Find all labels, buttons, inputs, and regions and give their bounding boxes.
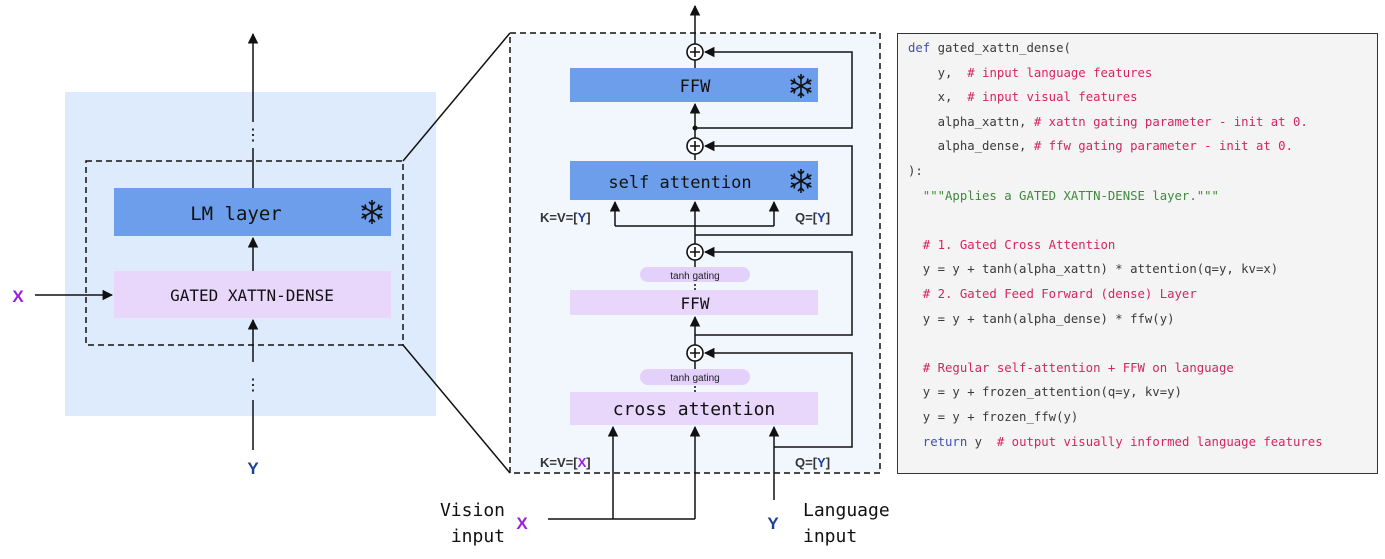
code-line: y = y + tanh(alpha_dense) * ffw(y)	[908, 312, 1175, 326]
code-token: gated_xattn_dense(	[937, 41, 1071, 55]
self-attention-q-label: Q=[Y]	[795, 210, 830, 225]
plus-circle-icon	[686, 344, 704, 362]
ffw-frozen-block	[570, 68, 818, 102]
code-token: y = y + frozen_ffw(y)	[908, 410, 1079, 424]
code-token: y = y + frozen_attention(q=y, kv=y)	[908, 385, 1182, 400]
y-label: Y	[247, 459, 259, 478]
code-token: y	[974, 434, 997, 449]
residual-cross-attention	[703, 347, 853, 448]
gated-xattn-dense-block	[114, 271, 391, 318]
code-token: ):	[908, 164, 923, 178]
zoom-line	[402, 32, 511, 162]
x-label: X	[516, 514, 528, 533]
code-token: # input visual features	[967, 90, 1138, 105]
code-line: return y # output visually informed lang…	[908, 435, 1323, 449]
self-attention-block	[570, 161, 818, 200]
cross-attention-q-label: Q=[Y]	[795, 455, 830, 470]
code-token: alpha_xattn,	[908, 114, 1034, 129]
residual-ffw-gated	[695, 246, 853, 336]
code-token: # Regular self-attention + FFW on langua…	[908, 360, 1234, 375]
junction-dot	[692, 125, 698, 131]
code-line: def gated_xattn_dense(	[908, 41, 1071, 55]
ffw-gated-block	[570, 290, 818, 315]
code-line: """Applies a GATED XATTN-DENSE layer."""	[908, 189, 1219, 203]
lm-stack-background	[65, 92, 436, 416]
language-input-label: Language	[803, 500, 890, 521]
code-line: alpha_dense, # ffw gating parameter - in…	[908, 139, 1293, 153]
code-block: def gated_xattn_dense( y, # input langua…	[897, 33, 1378, 474]
code-token: # input language features	[967, 65, 1153, 80]
code-token: """Applies a GATED XATTN-DENSE layer."""	[908, 188, 1219, 203]
residual-ffw	[695, 46, 853, 129]
tanh-gating-label: tanh gating	[670, 271, 720, 282]
ffw-gated-label: FFW	[681, 294, 710, 313]
vision-input-label: input	[451, 526, 505, 547]
cross-attention-label: cross attention	[613, 399, 776, 420]
code-line: y = y + tanh(alpha_xattn) * attention(q=…	[908, 262, 1278, 276]
code-token: # 1. Gated Cross Attention	[908, 237, 1116, 252]
code-line: y = y + frozen_ffw(y)	[908, 410, 1078, 424]
code-line: # 2. Gated Feed Forward (dense) Layer	[908, 287, 1197, 301]
code-line: ):	[908, 164, 923, 178]
code-line: alpha_xattn, # xattn gating parameter - …	[908, 115, 1308, 129]
plus-circle-icon	[686, 243, 704, 261]
ffw-frozen-label: FFW	[680, 77, 711, 97]
y-label: Y	[767, 514, 779, 533]
lm-layer-label: LM layer	[190, 203, 282, 225]
zoom-line	[402, 344, 511, 474]
code-token: y,	[908, 65, 968, 80]
code-token: y = y + tanh(alpha_xattn) * attention(q=…	[908, 262, 1279, 277]
tanh-gating-label: tanh gating	[670, 373, 720, 384]
tanh-gating-pill	[640, 267, 750, 282]
code-token: alpha_dense,	[908, 139, 1034, 154]
code-line: # Regular self-attention + FFW on langua…	[908, 361, 1234, 375]
code-token: return	[908, 434, 975, 449]
plus-circle-icon	[686, 43, 704, 61]
code-token: def	[908, 41, 938, 55]
code-token: # ffw gating parameter - init at 0.	[1033, 139, 1293, 154]
lm-layer-block	[114, 188, 391, 236]
code-line: x, # input visual features	[908, 90, 1138, 104]
code-line: y, # input language features	[908, 65, 1153, 80]
residual-self-attention	[695, 140, 853, 236]
ellipsis-bottom: ⋮	[245, 375, 261, 394]
code-token: # xattn gating parameter - init at 0.	[1033, 114, 1308, 129]
zoom-region-box	[85, 160, 404, 346]
x-label: X	[12, 287, 24, 306]
code-token: # output visually informed language feat…	[996, 434, 1323, 449]
cross-attention-kv-label: K=V=[X]	[540, 455, 591, 470]
code-line: y = y + frozen_attention(q=y, kv=y)	[908, 385, 1182, 399]
tanh-gating-pill	[640, 369, 750, 385]
cross-attention-block	[570, 392, 818, 425]
ellipsis-top: ⋮	[245, 125, 261, 144]
self-attention-kv-label: K=V=[Y]	[540, 210, 591, 225]
language-input-label: input	[803, 526, 857, 547]
code-token: x,	[908, 90, 968, 105]
vision-input-label: Vision	[440, 500, 505, 521]
code-token: y = y + tanh(alpha_dense) * ffw(y)	[908, 311, 1175, 326]
code-line: # 1. Gated Cross Attention	[908, 237, 1116, 252]
self-attention-label: self attention	[608, 173, 751, 193]
plus-circle-icon	[686, 137, 704, 155]
code-token: # 2. Gated Feed Forward (dense) Layer	[908, 287, 1197, 301]
gated-xattn-dense-label: GATED XATTN-DENSE	[170, 286, 334, 305]
